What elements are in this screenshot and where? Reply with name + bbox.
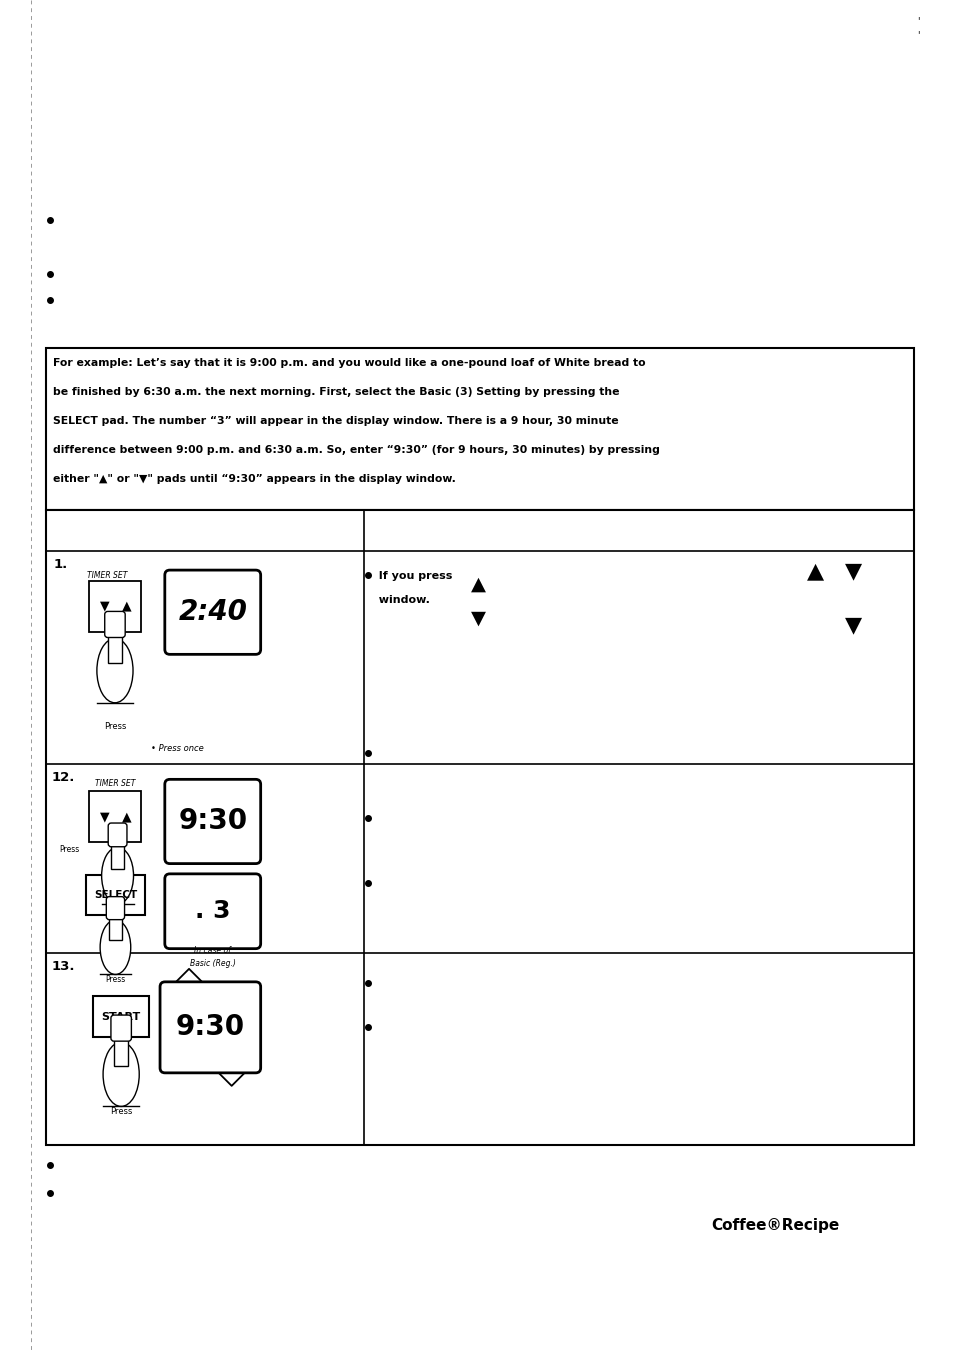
Bar [93, 996, 149, 1037]
Ellipse shape [100, 921, 131, 975]
Text: START: START [101, 1011, 141, 1022]
Text: ▲: ▲ [806, 562, 823, 580]
Text: Press: Press [59, 845, 79, 855]
Text: If you press: If you press [371, 571, 452, 580]
Text: difference between 9:00 p.m. and 6:30 a.m. So, enter “9:30” (for 9 hours, 30 min: difference between 9:00 p.m. and 6:30 a.… [53, 446, 659, 455]
Text: ▼: ▼ [99, 599, 110, 613]
Text: either "▲" or "▼" pads until “9:30” appears in the display window.: either "▲" or "▼" pads until “9:30” appe… [53, 474, 456, 485]
Text: ▼: ▼ [844, 616, 862, 634]
Text: 12.: 12. [51, 771, 75, 784]
FancyBboxPatch shape [111, 1015, 132, 1041]
Text: window.: window. [371, 595, 430, 605]
Text: ▼: ▼ [844, 562, 862, 580]
Text: 9:30: 9:30 [175, 1014, 245, 1041]
Text: 2:40: 2:40 [178, 598, 247, 626]
Text: TIMER SET: TIMER SET [94, 779, 135, 788]
Bar [46, 510, 913, 1145]
Text: TIMER SET: TIMER SET [87, 571, 127, 580]
Bar [108, 630, 122, 663]
Ellipse shape [102, 848, 133, 904]
Text: SELECT pad. The number “3” will appear in the display window. There is a 9 hour,: SELECT pad. The number “3” will appear i… [53, 416, 618, 427]
Ellipse shape [103, 1042, 139, 1107]
Text: For example: Let’s say that it is 9:00 p.m. and you would like a one-pound loaf : For example: Let’s say that it is 9:00 p… [53, 358, 645, 367]
Text: ▼: ▼ [99, 810, 110, 824]
Text: Press: Press [105, 975, 126, 984]
Text: Basic (Reg.): Basic (Reg.) [190, 958, 235, 968]
FancyBboxPatch shape [165, 570, 260, 655]
Text: Press: Press [110, 1107, 132, 1116]
Text: In case of: In case of [194, 946, 231, 956]
Text: Press: Press [104, 722, 126, 732]
FancyBboxPatch shape [165, 779, 260, 864]
FancyBboxPatch shape [108, 824, 127, 846]
FancyBboxPatch shape [106, 896, 125, 919]
Text: ▲: ▲ [122, 599, 132, 613]
Text: Coffee®Recipe: Coffee®Recipe [711, 1218, 839, 1234]
Text: ▲: ▲ [470, 575, 485, 594]
FancyBboxPatch shape [160, 981, 260, 1073]
Text: be finished by 6:30 a.m. the next morning. First, select the Basic (3) Setting b: be finished by 6:30 a.m. the next mornin… [53, 387, 619, 397]
Bar [89, 791, 141, 842]
FancyBboxPatch shape [165, 873, 260, 949]
Bar [113, 1034, 129, 1066]
Text: ': ' [917, 16, 919, 26]
Text: • Press once: • Press once [151, 744, 203, 753]
Text: 1.: 1. [53, 558, 68, 571]
Text: ': ' [917, 30, 919, 39]
Bar [86, 875, 145, 915]
Text: . 3: . 3 [194, 899, 231, 923]
FancyBboxPatch shape [105, 612, 125, 637]
Text: ▲: ▲ [122, 810, 132, 824]
Bar [110, 913, 121, 941]
Text: SELECT: SELECT [93, 890, 137, 900]
Bar [46, 348, 913, 510]
Text: ▼: ▼ [470, 609, 485, 628]
Ellipse shape [97, 639, 132, 703]
Text: 13.: 13. [51, 960, 75, 973]
Bar [89, 580, 141, 632]
Bar [112, 840, 124, 868]
Text: 9:30: 9:30 [178, 807, 247, 836]
